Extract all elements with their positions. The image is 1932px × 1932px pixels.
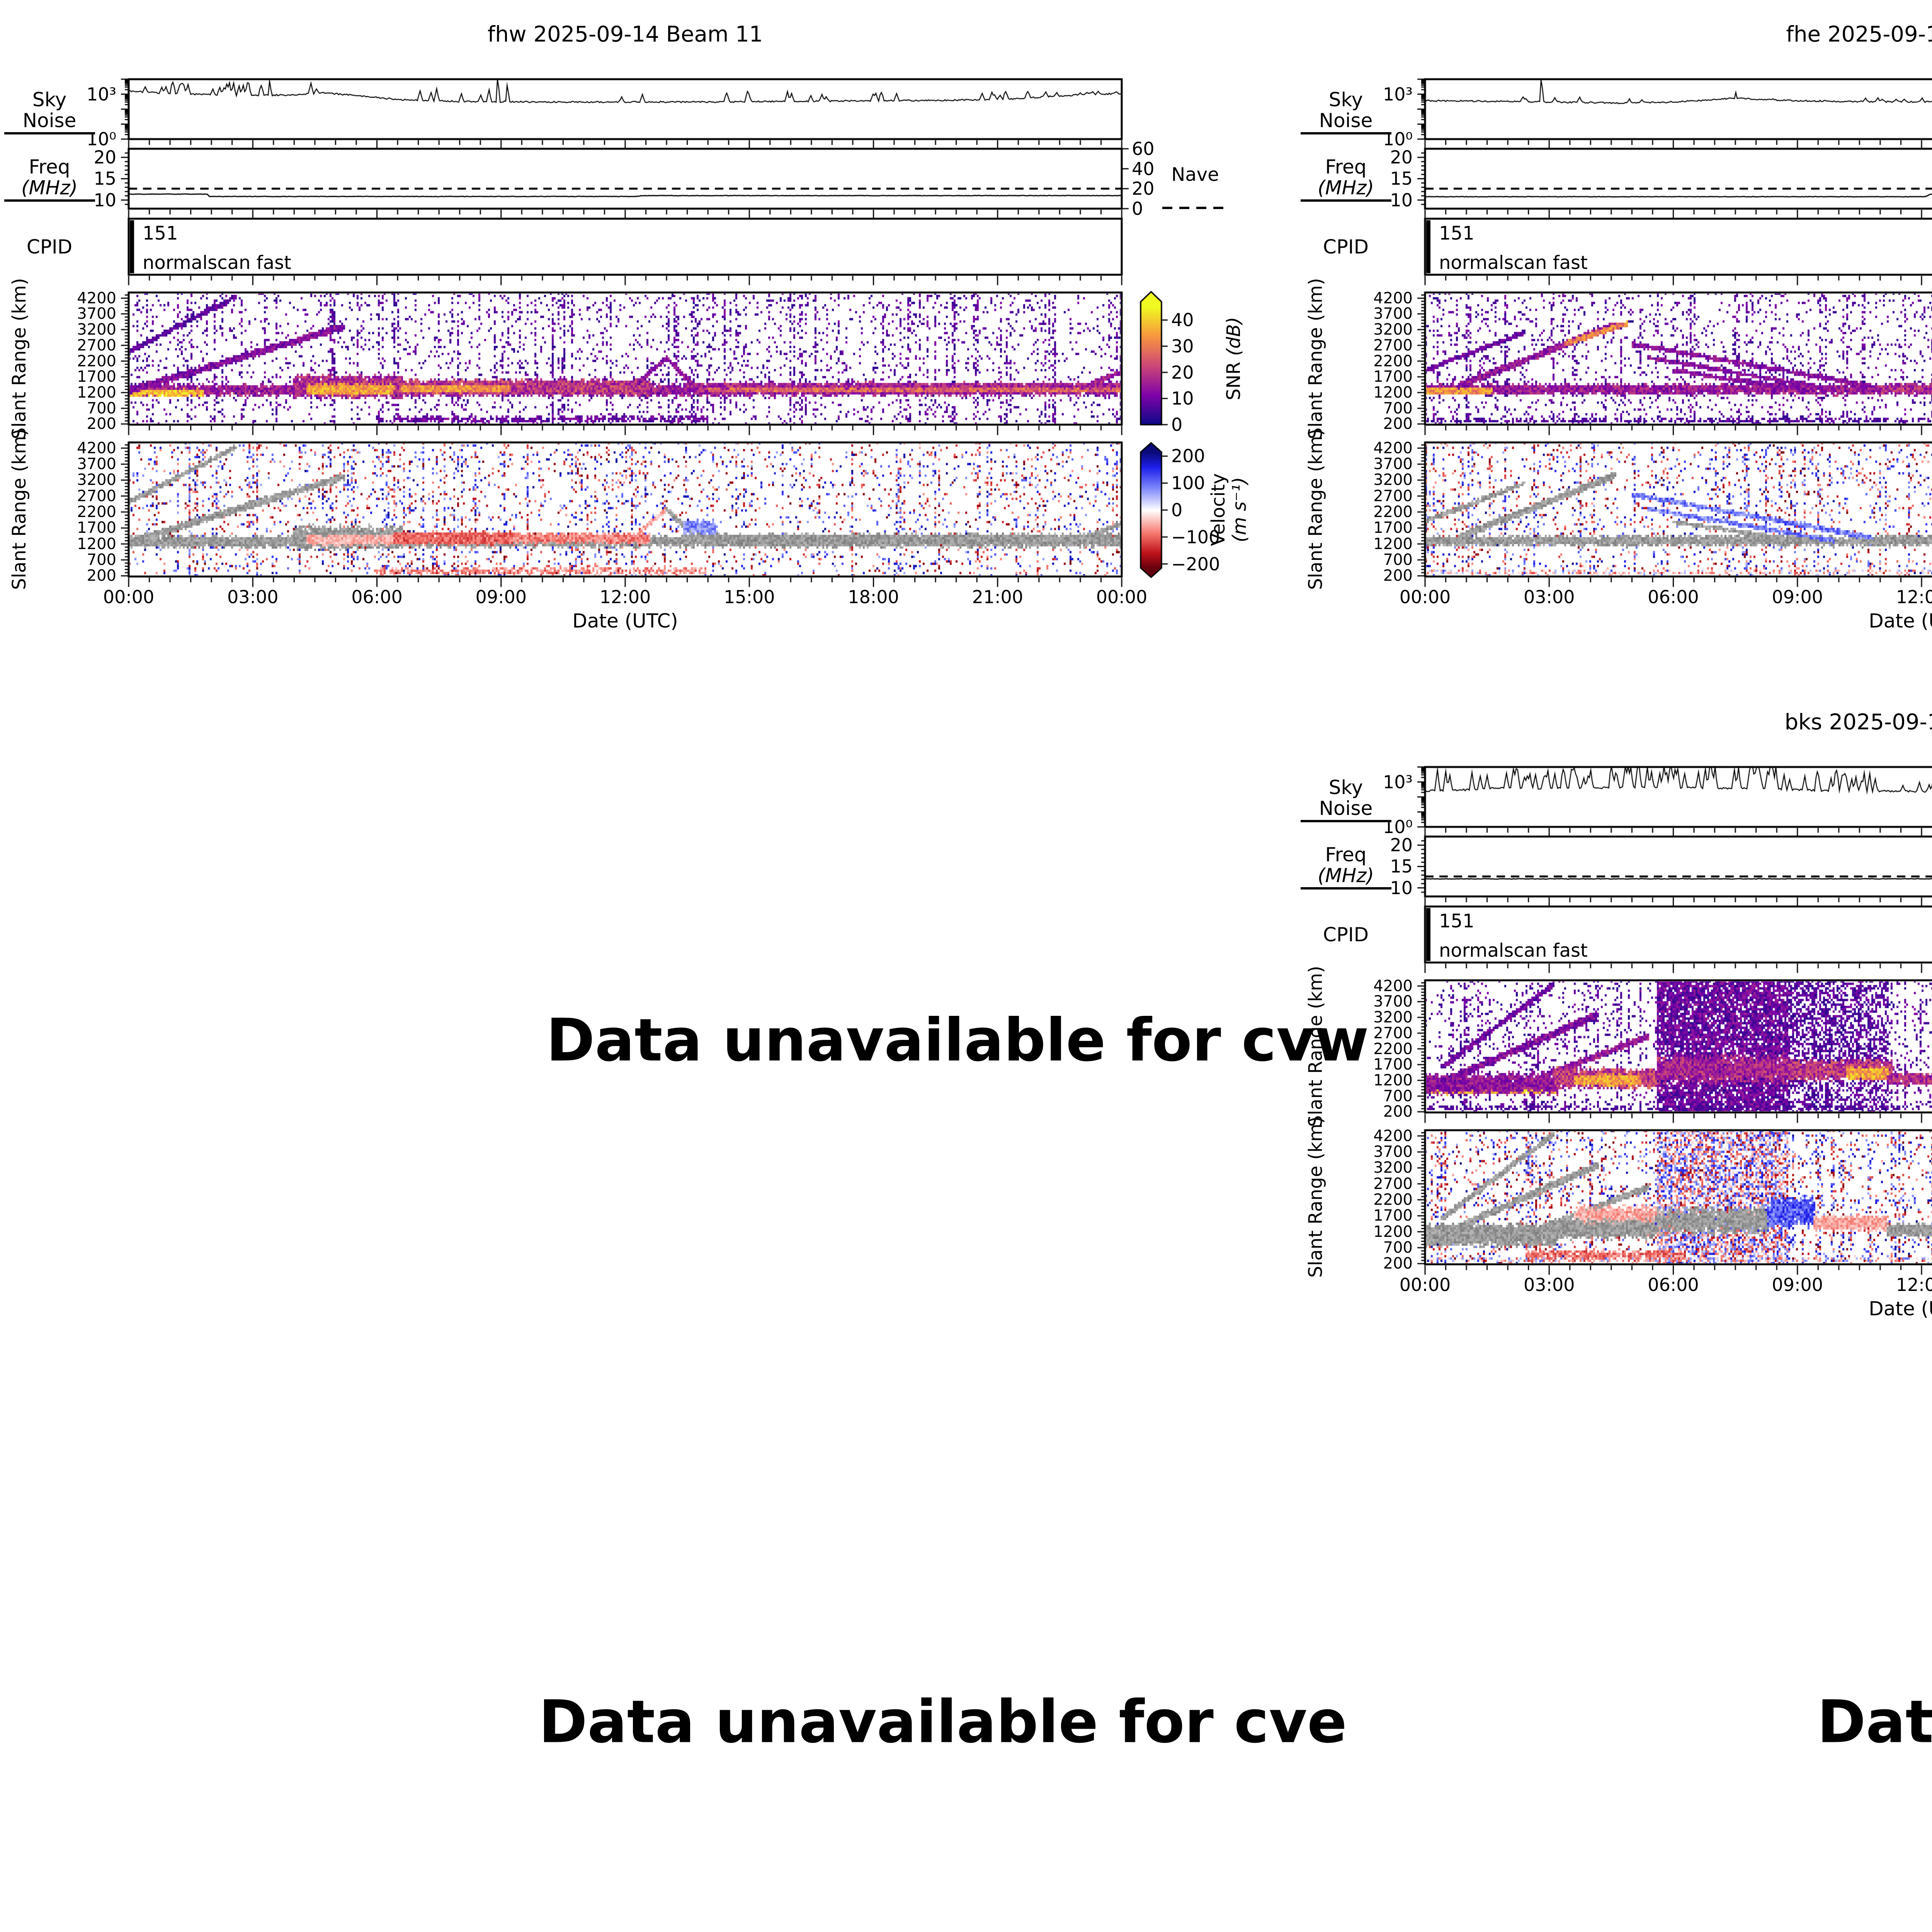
fhw-title: fhw 2025-09-14 Beam 11 [487,22,763,47]
fhe-freq-label-1: Freq [1325,155,1367,178]
fhw-skynoise-label-2: Noise [22,109,77,132]
fhe-skynoise-label-1: Sky [1328,88,1363,111]
fhw-velcbar-label-2: (m s⁻¹) [1228,477,1250,543]
fhw-nave-legend-dash [1162,207,1228,209]
bks-freq-label-1: Freq [1325,843,1367,866]
data-unavailable-wal: Data unavailable for wal [1817,1687,1932,1756]
bks-title: bks 2025-09-14 Beam 15 [1784,709,1932,735]
fhe-snr-yaxis-label: Slant Range (km) [1304,278,1327,439]
fhw-xaxis-label: Date (UTC) [572,609,678,632]
fhw-snrcbar-label-unit: (dB) [1223,317,1245,356]
bks-skynoise-underline [1301,820,1391,822]
fhw-velocity-colorbar [1139,440,1216,584]
fhe-vel-yaxis-label: Slant Range (km) [1304,429,1327,590]
fhw-panel-plot-canvas [94,58,1137,599]
fhe-freq-underline [1301,199,1391,202]
fhw-vel-yaxis-label: Slant Range (km) [8,429,30,590]
fhe-panel-plot-canvas [1390,58,1932,599]
fhe-skynoise-underline [1301,132,1391,134]
fhe-freq-label-2: (MHz) [1318,176,1374,199]
data-unavailable-cve: Data unavailable for cve [539,1687,1347,1756]
fhw-snrcbar-label-name: SNR [1223,355,1245,400]
fhw-nave-label: Nave [1171,163,1219,185]
bks-xaxis-label: Date (UTC) [1869,1297,1932,1320]
bks-freq-underline [1301,887,1391,889]
fhw-freq-label-2: (MHz) [21,176,78,199]
bks-vel-yaxis-label: Slant Range (km) [1304,1116,1327,1278]
fhw-snrcbar-label: SNR (dB) [1223,317,1245,400]
bks-skynoise-label-1: Sky [1328,776,1363,799]
bks-panel-plot-canvas [1390,746,1932,1287]
fhw-skynoise-label-1: Sky [32,88,67,111]
fhw-snr-yaxis-label: Slant Range (km) [8,278,30,439]
fhw-freq-label-1: Freq [29,155,70,178]
fhw-freq-underline [4,199,95,202]
bks-cpid-label: CPID [1323,923,1369,946]
fhw-skynoise-underline [4,132,95,134]
fhe-xaxis-label: Date (UTC) [1869,609,1932,632]
bks-freq-label-2: (MHz) [1318,864,1374,887]
fhe-skynoise-label-2: Noise [1319,109,1373,132]
fhe-cpid-label: CPID [1323,235,1369,258]
fhw-snr-colorbar [1139,288,1216,432]
fhw-cpid-label: CPID [26,235,73,258]
data-unavailable-cvw: Data unavailable for cvw [546,1006,1369,1075]
fhe-title: fhe 2025-09-14 Beam 11 [1786,22,1932,47]
bks-skynoise-label-2: Noise [1319,797,1373,820]
